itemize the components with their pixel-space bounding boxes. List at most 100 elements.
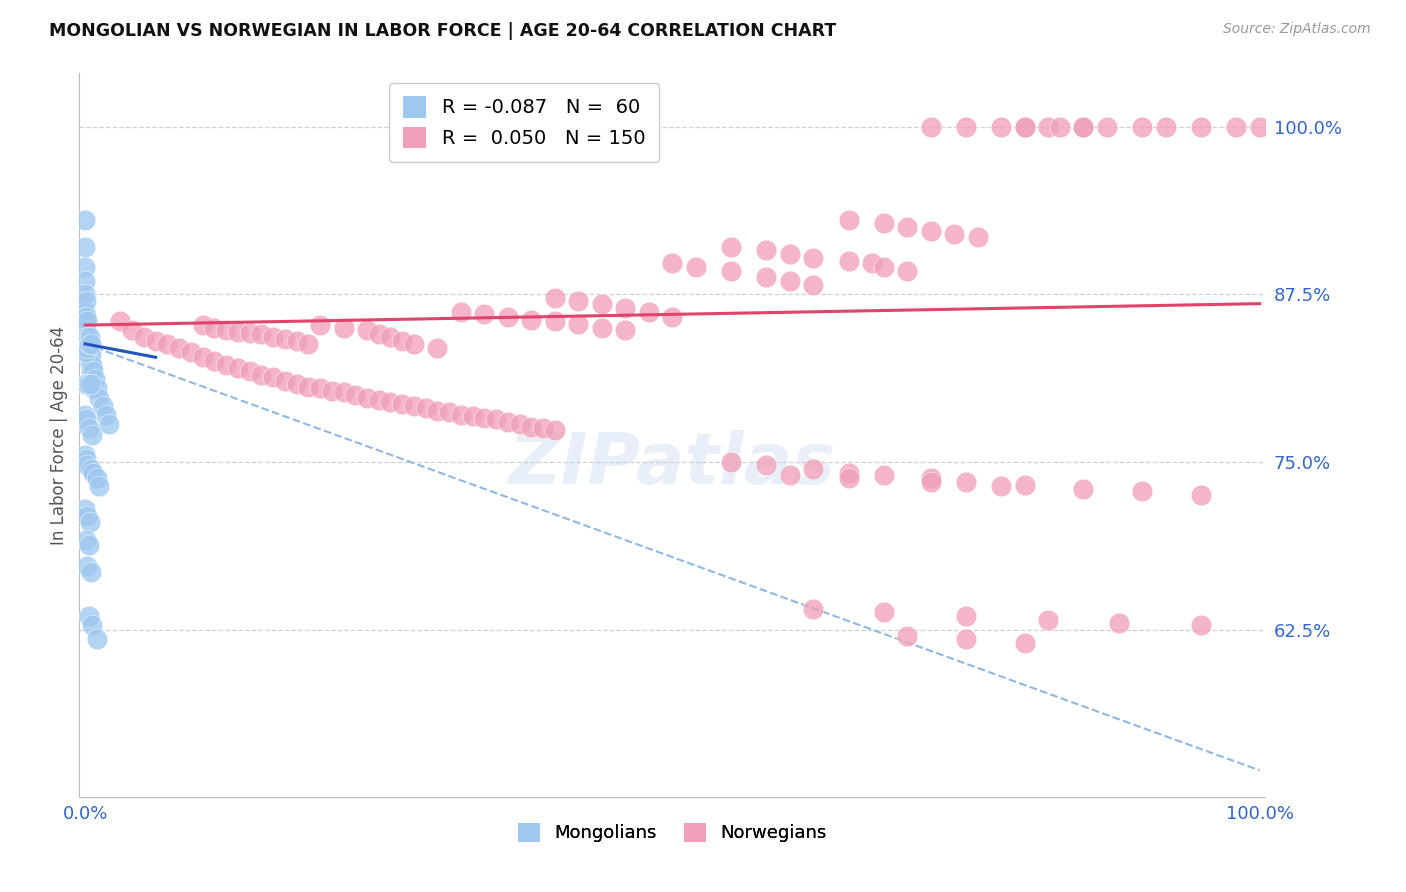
Point	[82, 428, 104, 442]
Point	[145, 334, 167, 348]
Point	[89, 479, 111, 493]
Point	[344, 388, 367, 402]
Point	[285, 377, 308, 392]
Point	[496, 310, 519, 324]
Point	[77, 351, 100, 365]
Point	[86, 471, 108, 485]
Point	[720, 455, 742, 469]
Point	[685, 260, 707, 275]
Point	[1073, 120, 1095, 134]
Point	[860, 256, 883, 270]
Point	[89, 391, 111, 405]
Point	[191, 351, 214, 365]
Point	[896, 264, 918, 278]
Point	[873, 605, 896, 619]
Text: MONGOLIAN VS NORWEGIAN IN LABOR FORCE | AGE 20-64 CORRELATION CHART: MONGOLIAN VS NORWEGIAN IN LABOR FORCE | …	[49, 22, 837, 40]
Point	[86, 381, 108, 395]
Point	[873, 260, 896, 275]
Point	[426, 341, 449, 355]
Point	[262, 330, 284, 344]
Point	[1014, 120, 1036, 134]
Point	[80, 348, 103, 362]
Point	[567, 293, 589, 308]
Point	[509, 417, 531, 432]
Point	[426, 404, 449, 418]
Point	[226, 361, 249, 376]
Point	[76, 341, 98, 355]
Point	[1130, 484, 1153, 499]
Point	[332, 385, 354, 400]
Point	[356, 323, 378, 337]
Point	[202, 354, 225, 368]
Point	[1073, 120, 1095, 134]
Point	[75, 345, 97, 359]
Point	[614, 301, 637, 315]
Point	[250, 327, 273, 342]
Point	[79, 341, 101, 355]
Point	[1249, 120, 1271, 134]
Point	[75, 260, 97, 275]
Point	[76, 377, 98, 392]
Point	[544, 423, 567, 437]
Point	[720, 240, 742, 254]
Point	[1038, 120, 1060, 134]
Point	[955, 475, 977, 489]
Point	[79, 515, 101, 529]
Point	[450, 304, 472, 318]
Point	[132, 330, 155, 344]
Point	[77, 421, 100, 435]
Text: ZIPatlas: ZIPatlas	[509, 430, 837, 499]
Point	[75, 304, 97, 318]
Point	[76, 559, 98, 574]
Point	[226, 325, 249, 339]
Point	[77, 609, 100, 624]
Point	[966, 229, 988, 244]
Point	[1038, 613, 1060, 627]
Point	[167, 341, 190, 355]
Point	[638, 304, 661, 318]
Point	[250, 368, 273, 382]
Point	[76, 508, 98, 523]
Point	[838, 471, 860, 485]
Point	[920, 471, 942, 485]
Point	[110, 314, 132, 328]
Point	[75, 323, 97, 337]
Point	[262, 370, 284, 384]
Point	[77, 337, 100, 351]
Point	[274, 375, 297, 389]
Point	[202, 320, 225, 334]
Point	[1189, 488, 1212, 502]
Point	[76, 458, 98, 472]
Point	[567, 317, 589, 331]
Point	[838, 213, 860, 227]
Point	[309, 318, 332, 332]
Point	[82, 381, 104, 395]
Point	[943, 227, 966, 241]
Point	[82, 364, 104, 378]
Point	[77, 538, 100, 552]
Point	[332, 320, 354, 334]
Point	[801, 277, 824, 292]
Point	[356, 391, 378, 405]
Point	[75, 310, 97, 324]
Point	[91, 399, 114, 413]
Point	[990, 479, 1012, 493]
Point	[367, 327, 389, 342]
Point	[75, 533, 97, 547]
Point	[156, 337, 179, 351]
Point	[215, 323, 238, 337]
Point	[720, 264, 742, 278]
Point	[755, 269, 778, 284]
Point	[1108, 615, 1130, 630]
Point	[1154, 120, 1177, 134]
Point	[661, 256, 683, 270]
Point	[75, 274, 97, 288]
Point	[80, 364, 103, 378]
Point	[75, 448, 97, 462]
Point	[955, 120, 977, 134]
Point	[544, 314, 567, 328]
Point	[614, 323, 637, 337]
Point	[75, 377, 97, 392]
Point	[591, 320, 613, 334]
Point	[544, 291, 567, 305]
